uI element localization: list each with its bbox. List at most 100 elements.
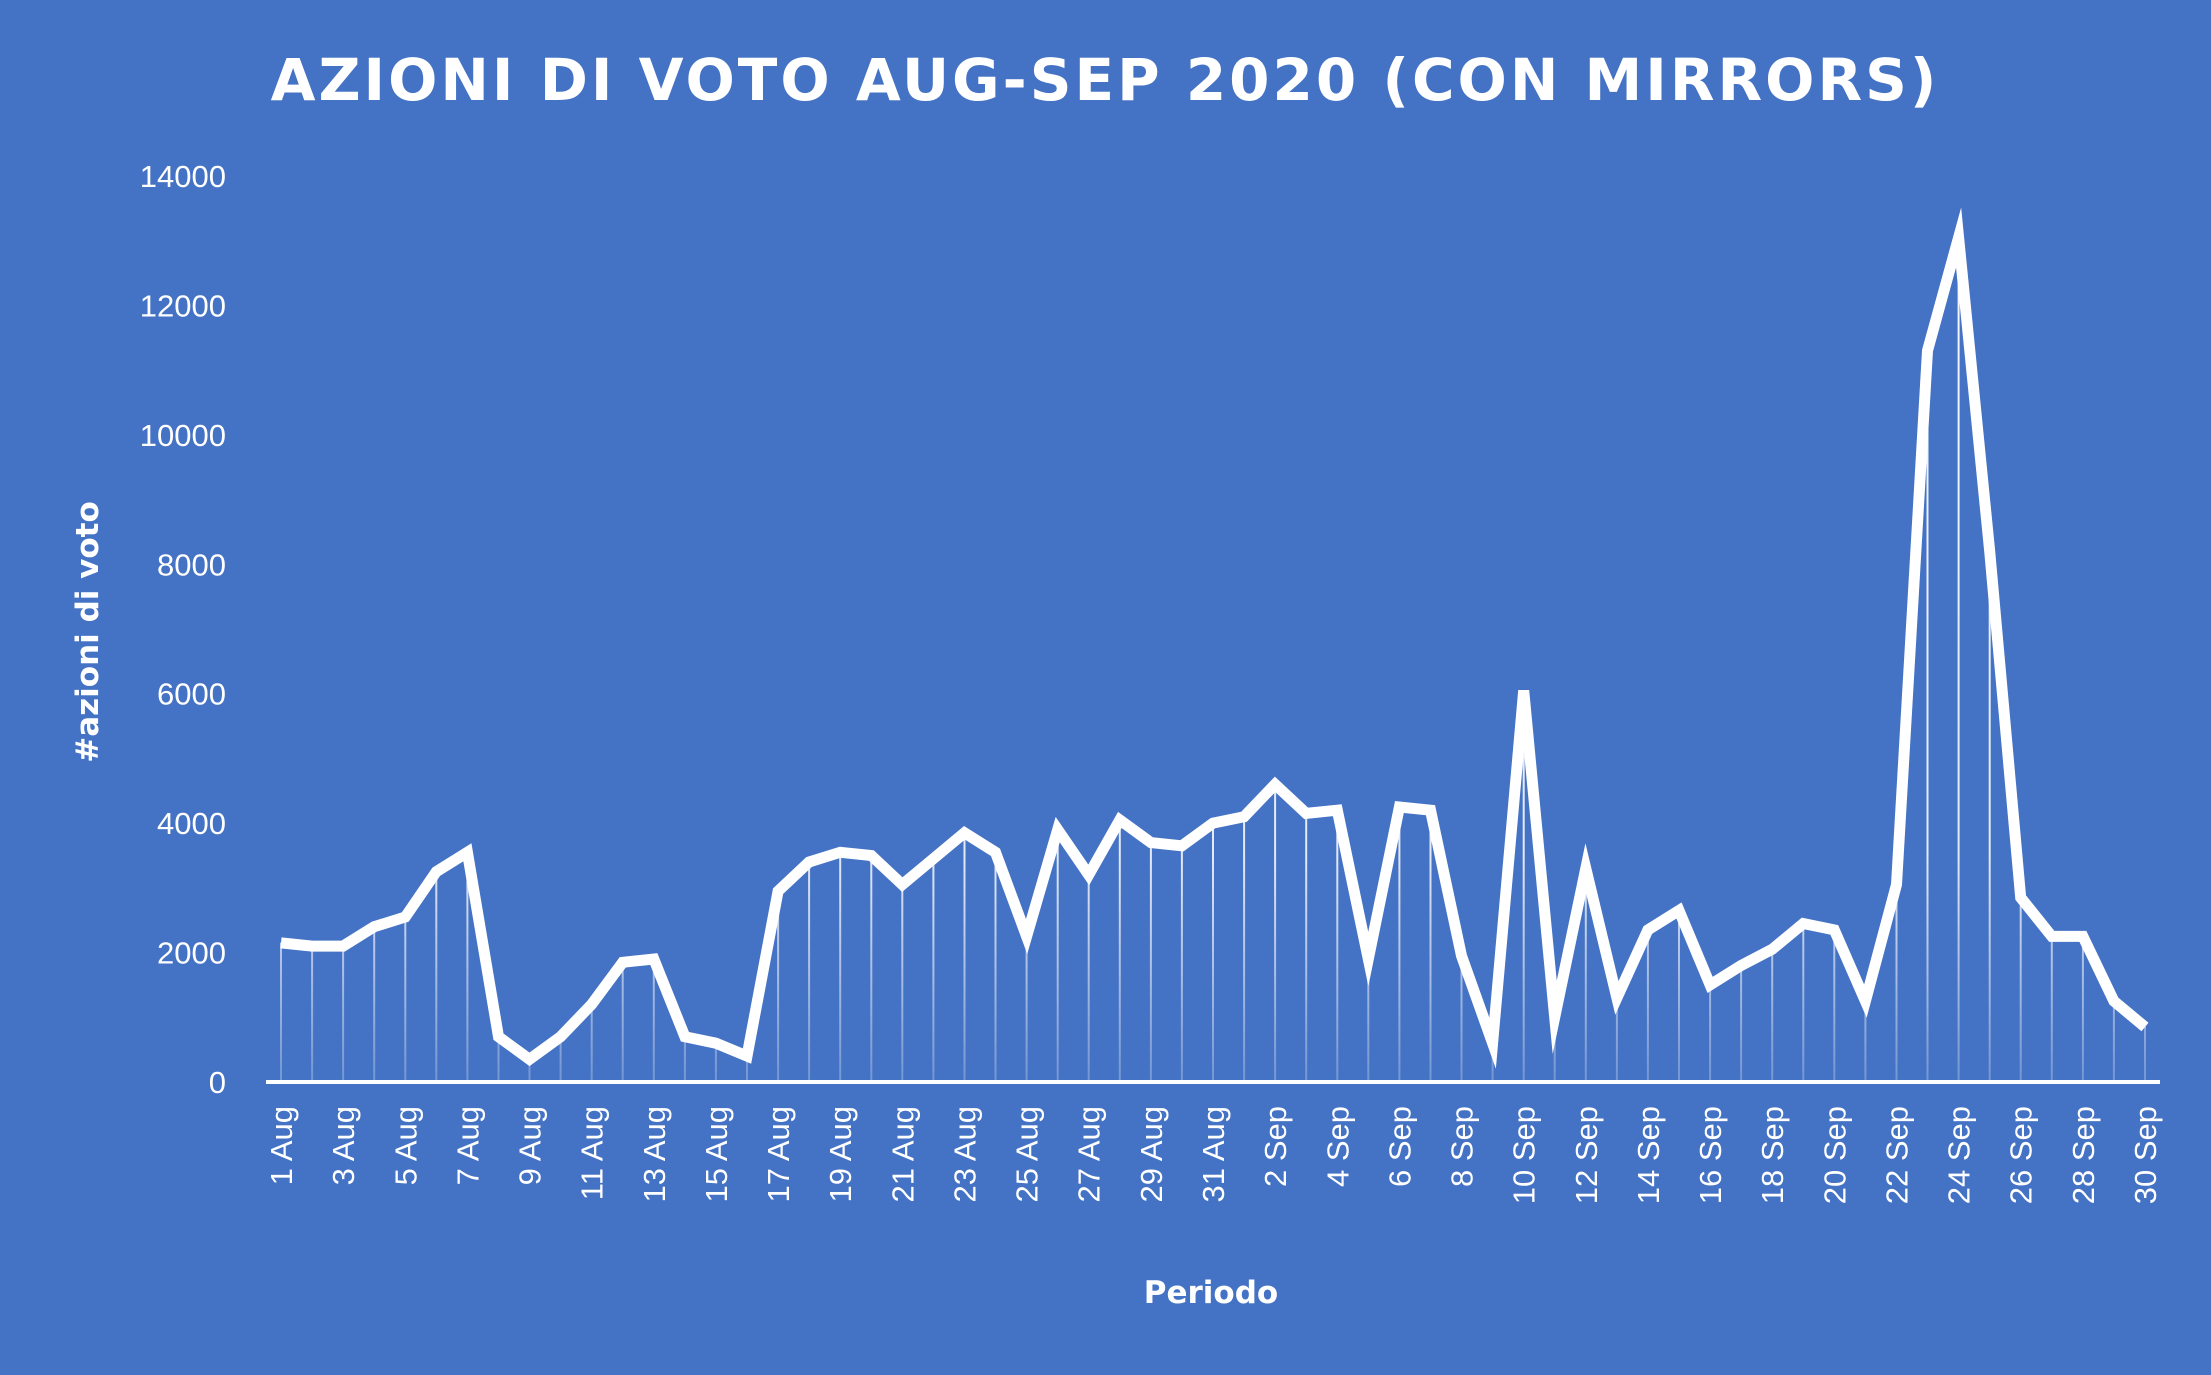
data-points — [280, 237, 2146, 1060]
x-tick-label: 5 Aug — [388, 1106, 423, 1185]
x-tick-label: 18 Sep — [1755, 1106, 1790, 1204]
data-point — [2144, 1026, 2146, 1028]
data-point — [622, 961, 624, 963]
data-point — [342, 945, 344, 947]
x-tick-label: 20 Sep — [1817, 1106, 1852, 1204]
data-point — [870, 855, 872, 856]
x-tick-label: 4 Sep — [1320, 1106, 1355, 1187]
x-tick-label: 14 Sep — [1631, 1106, 1666, 1204]
data-point — [1678, 910, 1680, 911]
data-point — [498, 1036, 499, 1038]
x-tick-label: 30 Sep — [2128, 1106, 2163, 1204]
data-point — [746, 1055, 748, 1057]
data-point — [435, 871, 437, 873]
data-point — [2020, 897, 2022, 899]
data-point — [404, 916, 406, 918]
data-point — [1989, 550, 1991, 552]
data-point — [1398, 806, 1400, 808]
x-tick-label: 31 Aug — [1196, 1106, 1231, 1203]
data-point — [901, 884, 903, 886]
x-tick-label: 22 Sep — [1880, 1106, 1915, 1204]
data-point — [529, 1058, 530, 1060]
data-point — [1212, 822, 1214, 824]
x-tick-label: 17 Aug — [761, 1106, 796, 1203]
data-point — [1740, 965, 1742, 966]
x-tick-label: 12 Sep — [1569, 1106, 1604, 1204]
data-point — [1057, 829, 1059, 831]
data-point — [1367, 958, 1369, 960]
data-point — [1523, 690, 1525, 691]
data-point — [1958, 237, 1960, 238]
x-axis-title: Periodo — [1144, 1275, 1278, 1311]
data-point — [280, 942, 282, 944]
y-tick-label: 8000 — [157, 547, 226, 582]
x-tick-label: 21 Aug — [885, 1106, 920, 1203]
data-point — [560, 1036, 562, 1038]
data-point — [1336, 809, 1338, 811]
data-point — [964, 832, 965, 834]
x-tick-label: 29 Aug — [1134, 1106, 1169, 1203]
data-point — [1585, 867, 1587, 869]
y-axis-title: #azioni di voto — [70, 501, 106, 763]
y-tick-label: 2000 — [157, 936, 226, 971]
x-tick-label: 25 Aug — [1010, 1106, 1045, 1203]
data-point — [715, 1042, 717, 1044]
data-point — [591, 1003, 593, 1005]
data-point — [1927, 350, 1928, 352]
data-point — [466, 851, 468, 853]
x-tick-label: 13 Aug — [637, 1106, 672, 1203]
x-tick-label: 23 Aug — [948, 1106, 983, 1203]
data-point — [1864, 1000, 1866, 1002]
y-tick-label: 6000 — [157, 677, 226, 712]
data-point — [1896, 884, 1897, 886]
data-point — [1616, 997, 1618, 999]
data-point — [1243, 816, 1245, 818]
data-point — [1119, 819, 1121, 821]
x-tick-label: 15 Aug — [699, 1106, 734, 1203]
x-tick-label: 24 Sep — [1942, 1106, 1977, 1204]
x-tick-label: 3 Aug — [326, 1106, 361, 1185]
data-point — [1492, 1042, 1494, 1044]
data-point — [1088, 874, 1090, 876]
data-point — [995, 851, 996, 853]
y-tick-label: 10000 — [140, 418, 226, 453]
data-point — [808, 861, 810, 863]
data-point — [1026, 935, 1028, 937]
data-point — [1771, 948, 1773, 950]
data-point — [1554, 1016, 1556, 1018]
data-point — [684, 1036, 686, 1038]
x-tick-label: 6 Sep — [1382, 1106, 1417, 1187]
x-axis-ticks: 1 Aug 3 Aug 5 Aug 7 Aug 9 Aug 11 Aug 13 Aug 15 … — [264, 1106, 2163, 1204]
x-tick-label: 19 Aug — [823, 1106, 858, 1203]
data-point — [839, 851, 841, 853]
y-tick-label: 0 — [209, 1065, 226, 1100]
data-point — [1150, 842, 1152, 844]
y-tick-label: 4000 — [157, 806, 226, 841]
data-point — [777, 890, 779, 892]
data-point — [1430, 809, 1431, 811]
data-point — [1802, 923, 1804, 924]
x-tick-label: 1 Aug — [264, 1106, 299, 1185]
x-tick-label: 16 Sep — [1693, 1106, 1728, 1204]
data-point — [311, 945, 313, 947]
x-tick-label: 2 Sep — [1258, 1106, 1293, 1187]
x-tick-label: 26 Sep — [2004, 1106, 2039, 1204]
data-point — [1181, 845, 1183, 847]
data-point — [1647, 929, 1649, 931]
data-point — [653, 958, 655, 960]
x-tick-label: 9 Aug — [513, 1106, 548, 1185]
data-point — [1461, 955, 1462, 957]
data-point — [1274, 783, 1276, 785]
data-point — [2113, 1000, 2115, 1002]
data-point — [2051, 935, 2053, 937]
chart-title: AZIONI DI VOTO AUG-SEP 2020 (CON MIRRORS… — [271, 46, 1940, 114]
data-point — [1305, 812, 1307, 814]
data-point — [373, 926, 375, 928]
y-axis-ticks: 0 2000 4000 6000 8000 10000 12000 14000 — [140, 159, 226, 1100]
x-tick-label: 10 Sep — [1507, 1106, 1542, 1204]
x-tick-label: 8 Sep — [1445, 1106, 1480, 1187]
x-tick-label: 7 Aug — [450, 1106, 485, 1185]
data-point — [1709, 984, 1711, 986]
